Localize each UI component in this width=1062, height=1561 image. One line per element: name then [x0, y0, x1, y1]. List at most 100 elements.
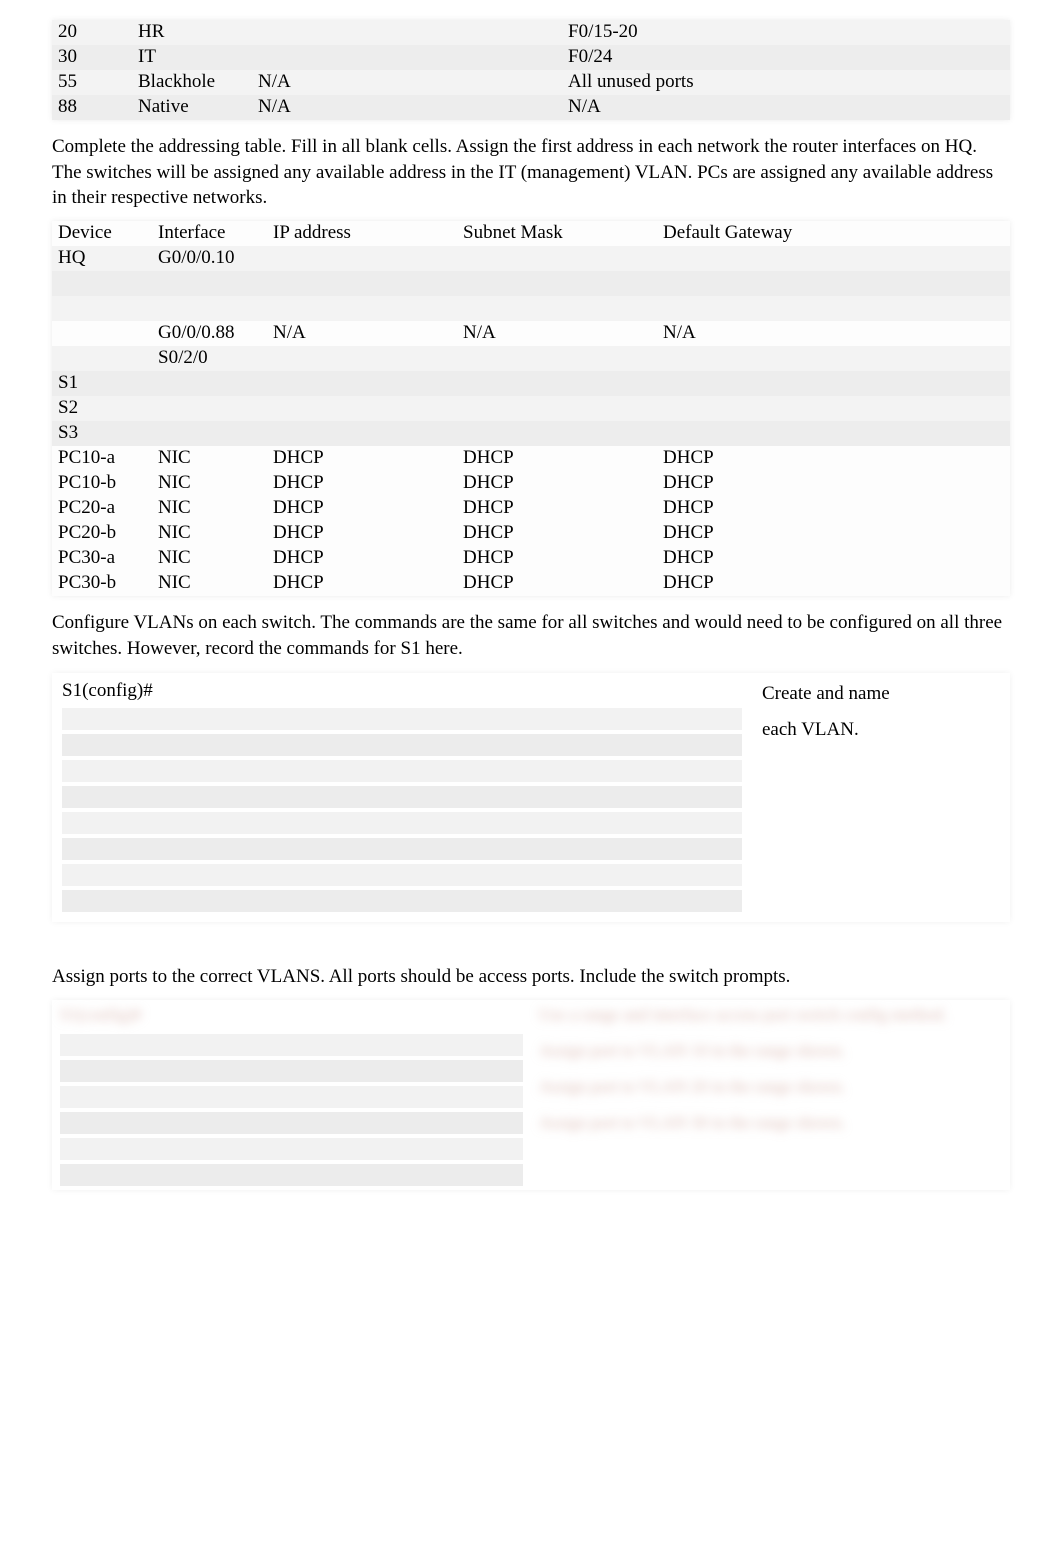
cell[interactable]: [457, 246, 657, 271]
cell: S2: [52, 396, 152, 421]
cell[interactable]: [657, 346, 1010, 371]
blank-line[interactable]: [62, 734, 742, 756]
cell[interactable]: [657, 271, 1010, 296]
cell: DHCP: [457, 521, 657, 546]
cell: N/A: [252, 70, 562, 95]
cell[interactable]: [267, 271, 457, 296]
cell[interactable]: [657, 246, 1010, 271]
instruction-assign-ports: Assign ports to the correct VLANS. All p…: [52, 964, 1010, 990]
cell[interactable]: [457, 271, 657, 296]
cell[interactable]: [457, 421, 657, 446]
cell: DHCP: [267, 496, 457, 521]
cell: N/A: [562, 95, 1010, 120]
cell[interactable]: [457, 296, 657, 321]
table-row: PC30-bNICDHCPDHCPDHCP: [52, 571, 1010, 596]
vlan-table: 20HRF0/15-2030ITF0/2455BlackholeN/AAll u…: [52, 20, 1010, 120]
cell: 30: [52, 45, 132, 70]
cell: DHCP: [657, 571, 1010, 596]
col-gateway: Default Gateway: [657, 221, 1010, 246]
cell: 55: [52, 70, 132, 95]
table-row: HQG0/0/0.10: [52, 246, 1010, 271]
cell: DHCP: [457, 571, 657, 596]
blank-line[interactable]: [60, 1164, 523, 1186]
cell[interactable]: [52, 271, 152, 296]
cell: NIC: [152, 471, 267, 496]
cell: N/A: [657, 321, 1010, 346]
table-header-row: Device Interface IP address Subnet Mask …: [52, 221, 1010, 246]
cell[interactable]: [457, 396, 657, 421]
blurred-cli-prompt: S1(config)#: [60, 1000, 523, 1030]
hint-text-line1: Create and name: [762, 679, 1000, 708]
blank-line[interactable]: [62, 708, 742, 730]
cell: N/A: [457, 321, 657, 346]
cell: N/A: [267, 321, 457, 346]
cell[interactable]: [152, 371, 267, 396]
cell[interactable]: [267, 346, 457, 371]
cell: DHCP: [657, 446, 1010, 471]
cell[interactable]: [152, 396, 267, 421]
cell[interactable]: [267, 396, 457, 421]
table-row: PC10-aNICDHCPDHCPDHCP: [52, 446, 1010, 471]
instruction-addressing: Complete the addressing table. Fill in a…: [52, 134, 1010, 211]
cell[interactable]: [267, 296, 457, 321]
table-row: S2: [52, 396, 1010, 421]
blank-line[interactable]: [62, 812, 742, 834]
cell[interactable]: [52, 321, 152, 346]
cell[interactable]: [457, 371, 657, 396]
table-row: 20HRF0/15-20: [52, 20, 1010, 45]
cell[interactable]: [52, 346, 152, 371]
cell[interactable]: [657, 371, 1010, 396]
blank-line[interactable]: [60, 1086, 523, 1108]
cell: NIC: [152, 546, 267, 571]
blank-line[interactable]: [60, 1034, 523, 1056]
cell: IT: [132, 45, 252, 70]
blank-line[interactable]: [60, 1112, 523, 1134]
blank-input-area[interactable]: [60, 1034, 523, 1186]
cell[interactable]: [267, 371, 457, 396]
cell[interactable]: [657, 421, 1010, 446]
table-row: [52, 271, 1010, 296]
cell: DHCP: [657, 546, 1010, 571]
blank-line[interactable]: [60, 1138, 523, 1160]
cell[interactable]: [152, 421, 267, 446]
blank-line[interactable]: [62, 864, 742, 886]
cell: DHCP: [267, 471, 457, 496]
cell[interactable]: [152, 271, 267, 296]
table-row: S1: [52, 371, 1010, 396]
col-device: Device: [52, 221, 152, 246]
cell[interactable]: [52, 296, 152, 321]
cell[interactable]: [267, 246, 457, 271]
cell: PC20-b: [52, 521, 152, 546]
cell: NIC: [152, 521, 267, 546]
blank-line[interactable]: [62, 760, 742, 782]
cell: F0/15-20: [562, 20, 1010, 45]
col-interface: Interface: [152, 221, 267, 246]
cell: S3: [52, 421, 152, 446]
addressing-table: Device Interface IP address Subnet Mask …: [52, 221, 1010, 596]
cell: DHCP: [457, 471, 657, 496]
cell[interactable]: [657, 296, 1010, 321]
cell: DHCP: [267, 571, 457, 596]
blank-line[interactable]: [62, 786, 742, 808]
table-row: S3: [52, 421, 1010, 446]
cell[interactable]: [267, 421, 457, 446]
cell: [252, 45, 562, 70]
cell[interactable]: [657, 396, 1010, 421]
table-row: 30IT F0/24: [52, 45, 1010, 70]
blank-line[interactable]: [62, 838, 742, 860]
col-ip: IP address: [267, 221, 457, 246]
blank-line[interactable]: [62, 890, 742, 912]
table-row: [52, 296, 1010, 321]
cell: DHCP: [267, 546, 457, 571]
instruction-configure-vlans: Configure VLANs on each switch. The comm…: [52, 610, 1010, 661]
cell[interactable]: [457, 346, 657, 371]
blank-line[interactable]: [60, 1060, 523, 1082]
cell: DHCP: [267, 446, 457, 471]
cell: F0/24: [562, 45, 1010, 70]
cell: DHCP: [457, 496, 657, 521]
cell[interactable]: [152, 296, 267, 321]
table-row: 88NativeN/AN/A: [52, 95, 1010, 120]
cell: DHCP: [267, 521, 457, 546]
cell: S1: [52, 371, 152, 396]
blank-input-area[interactable]: [62, 708, 742, 912]
